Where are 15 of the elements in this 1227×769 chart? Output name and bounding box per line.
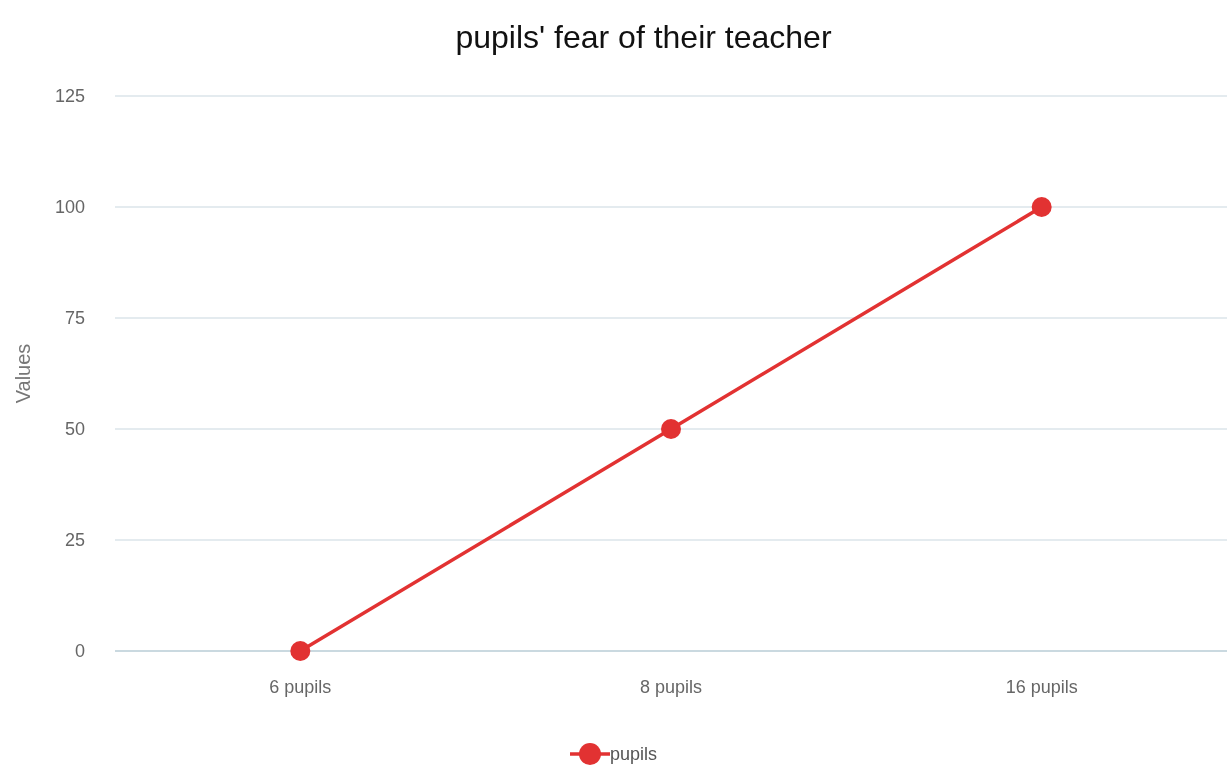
x-tick-label: 6 pupils bbox=[269, 677, 332, 697]
y-tick-label: 75 bbox=[64, 308, 85, 329]
point bbox=[1031, 197, 1052, 217]
y-tick-label: 25 bbox=[64, 530, 85, 551]
y-axis-title: Values bbox=[12, 343, 34, 404]
legend-label: pupils bbox=[610, 744, 658, 765]
y-tick-label: 125 bbox=[54, 86, 85, 107]
x-tick-label: 16 pupils bbox=[1005, 677, 1078, 697]
point bbox=[290, 641, 311, 661]
point bbox=[661, 419, 681, 439]
chart-title: pupils' fear of their teacher bbox=[455, 19, 832, 55]
x-tick-label: 8 pupils bbox=[639, 677, 703, 697]
y-tick-label: 0 bbox=[74, 641, 85, 662]
y-tick-label: 50 bbox=[64, 419, 85, 440]
y-tick-label: 100 bbox=[54, 197, 85, 218]
